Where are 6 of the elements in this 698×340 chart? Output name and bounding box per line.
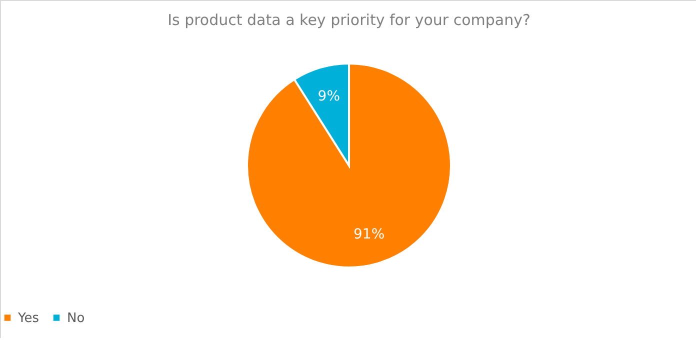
data-label: 91% [354,226,385,243]
pie-slice [246,62,452,268]
chart-title: Is product data a key priority for your company? [168,11,530,29]
legend-label: Yes [17,310,40,326]
data-label: 9% [318,88,340,104]
legend-label: No [67,310,85,326]
